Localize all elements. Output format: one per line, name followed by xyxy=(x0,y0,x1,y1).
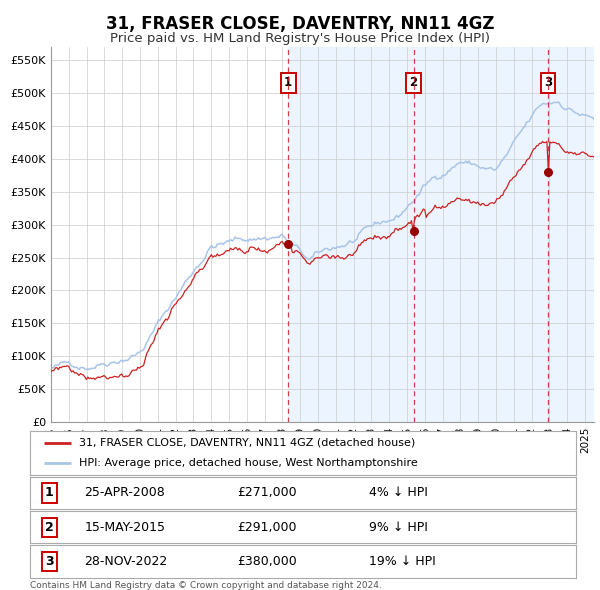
Text: £291,000: £291,000 xyxy=(238,520,297,534)
Text: 4% ↓ HPI: 4% ↓ HPI xyxy=(368,486,427,500)
Text: 31, FRASER CLOSE, DAVENTRY, NN11 4GZ: 31, FRASER CLOSE, DAVENTRY, NN11 4GZ xyxy=(106,15,494,33)
Text: £271,000: £271,000 xyxy=(238,486,297,500)
Bar xyxy=(288,47,548,422)
Text: 28-NOV-2022: 28-NOV-2022 xyxy=(85,555,168,568)
Text: HPI: Average price, detached house, West Northamptonshire: HPI: Average price, detached house, West… xyxy=(79,458,418,468)
Text: 3: 3 xyxy=(45,555,53,568)
Text: 1: 1 xyxy=(45,486,53,500)
Text: 31, FRASER CLOSE, DAVENTRY, NN11 4GZ (detached house): 31, FRASER CLOSE, DAVENTRY, NN11 4GZ (de… xyxy=(79,438,415,448)
Text: Contains HM Land Registry data © Crown copyright and database right 2024.: Contains HM Land Registry data © Crown c… xyxy=(30,581,382,589)
Text: 25-APR-2008: 25-APR-2008 xyxy=(85,486,166,500)
Text: Price paid vs. HM Land Registry's House Price Index (HPI): Price paid vs. HM Land Registry's House … xyxy=(110,32,490,45)
Text: 15-MAY-2015: 15-MAY-2015 xyxy=(85,520,166,534)
Text: 9% ↓ HPI: 9% ↓ HPI xyxy=(368,520,427,534)
Text: 2: 2 xyxy=(45,520,53,534)
Text: 2: 2 xyxy=(410,76,418,89)
Text: £380,000: £380,000 xyxy=(238,555,297,568)
Bar xyxy=(548,47,594,422)
Text: 19% ↓ HPI: 19% ↓ HPI xyxy=(368,555,435,568)
Text: 1: 1 xyxy=(284,76,292,89)
Text: 3: 3 xyxy=(544,76,552,89)
